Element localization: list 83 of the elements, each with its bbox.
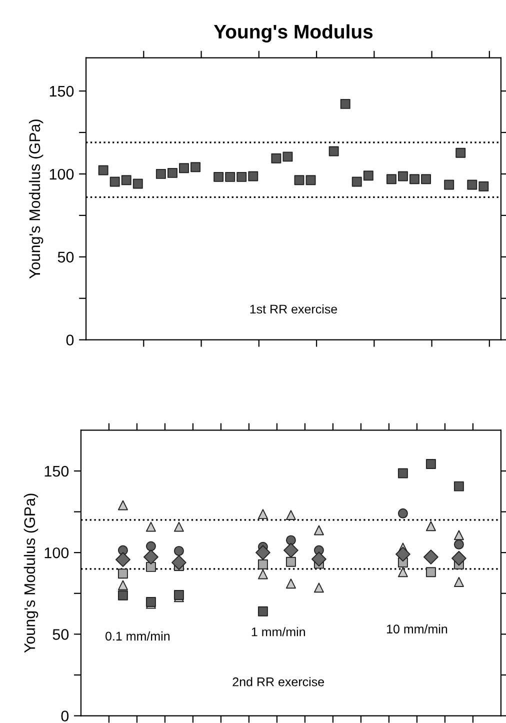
point xyxy=(118,500,128,510)
point xyxy=(146,562,156,572)
point xyxy=(225,172,236,182)
point xyxy=(121,175,132,186)
point xyxy=(236,172,247,182)
point xyxy=(110,176,120,187)
point xyxy=(454,481,464,492)
annotation: 2nd RR exercise xyxy=(232,677,324,686)
point xyxy=(190,162,200,172)
point xyxy=(132,178,143,189)
point xyxy=(167,168,178,178)
point xyxy=(284,542,298,558)
y-tick-label: 150 xyxy=(50,86,74,97)
y-tick-label: 100 xyxy=(50,168,74,180)
point xyxy=(146,541,156,552)
point xyxy=(258,559,268,570)
point xyxy=(328,146,339,156)
y-axis-title: Young's Modulus (GPa) xyxy=(24,494,38,653)
chart-title: Young's Modulus xyxy=(214,24,373,43)
point xyxy=(452,550,466,566)
point xyxy=(398,171,408,182)
point xyxy=(286,556,296,567)
point xyxy=(118,580,128,590)
point xyxy=(294,175,304,186)
annotation: 10 mm/min xyxy=(386,624,448,634)
point xyxy=(286,535,296,546)
point xyxy=(172,555,186,570)
point xyxy=(286,510,296,520)
point xyxy=(478,181,489,192)
point xyxy=(426,458,436,469)
point xyxy=(98,165,108,176)
point xyxy=(454,539,464,550)
point xyxy=(174,522,184,532)
point xyxy=(424,550,438,564)
point xyxy=(174,546,184,556)
y-tick-label: 0 xyxy=(66,334,74,346)
point xyxy=(456,148,466,158)
y-tick-label: 150 xyxy=(44,466,69,477)
y-tick-label: 50 xyxy=(52,629,69,640)
point xyxy=(144,550,158,564)
point xyxy=(398,468,408,478)
y-tick-label: 100 xyxy=(44,547,69,558)
point xyxy=(174,590,184,600)
point xyxy=(314,582,324,593)
annotation: 0.1 mm/min xyxy=(106,631,170,641)
point xyxy=(156,168,166,179)
annotation: 1st RR exercise xyxy=(250,304,338,314)
point xyxy=(398,508,408,518)
point xyxy=(146,522,156,532)
point xyxy=(386,174,396,184)
point xyxy=(118,568,128,579)
point xyxy=(214,172,224,182)
y-tick-label: 50 xyxy=(58,252,74,263)
point xyxy=(421,174,432,184)
point xyxy=(306,175,316,186)
point xyxy=(258,509,268,520)
point xyxy=(256,545,270,560)
point xyxy=(282,152,293,162)
point xyxy=(340,98,350,109)
point xyxy=(179,163,189,174)
point xyxy=(352,176,362,187)
point xyxy=(444,180,454,190)
point xyxy=(314,525,324,536)
y-tick-label: 0 xyxy=(61,710,69,722)
point xyxy=(398,567,408,578)
y-axis-title: Young's Modulus (GPa) xyxy=(28,120,44,279)
point xyxy=(286,578,296,589)
point xyxy=(454,576,464,587)
point xyxy=(454,530,464,540)
point xyxy=(116,552,130,568)
point xyxy=(258,569,268,580)
point xyxy=(271,153,282,164)
point xyxy=(363,170,374,181)
point xyxy=(467,180,478,190)
point xyxy=(410,174,420,184)
point xyxy=(426,521,436,532)
point xyxy=(396,546,410,562)
point xyxy=(426,567,436,578)
point xyxy=(248,171,258,182)
annotation: 1 mm/min xyxy=(252,627,305,636)
point xyxy=(258,606,268,616)
point xyxy=(118,590,128,600)
point xyxy=(312,552,326,567)
